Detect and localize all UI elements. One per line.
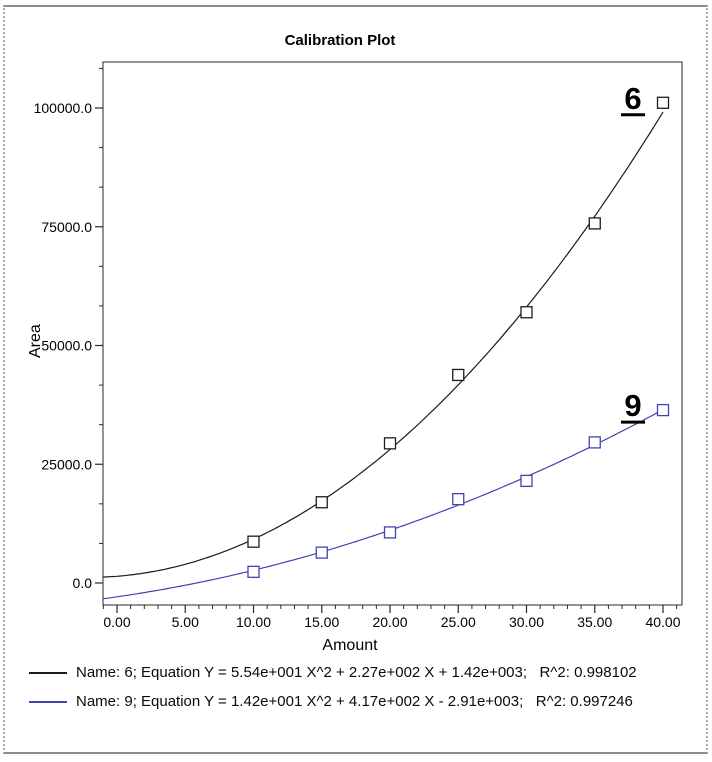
- y-tick-label: 50000.0: [41, 338, 92, 354]
- data-point-marker: [520, 306, 533, 319]
- x-tick-label: 30.00: [509, 614, 544, 630]
- x-tick-label: 35.00: [577, 614, 612, 630]
- series-line-swatch: [29, 700, 67, 703]
- x-tick-label: 0.00: [103, 614, 130, 630]
- series-end-label-6: 6: [624, 81, 641, 116]
- data-point-marker: [588, 217, 601, 230]
- data-point-marker: [588, 436, 601, 449]
- y-axis-label: Area: [27, 324, 44, 358]
- data-point-marker: [520, 474, 533, 488]
- data-point-marker: [452, 368, 465, 382]
- legend: Name: 6; Equation Y = 5.54e+001 X^2 + 2.…: [0, 658, 712, 716]
- x-tick-label: 5.00: [172, 614, 199, 630]
- calibration-chart: 0.00 5.00 10.00 15.00 20.00 25.00 30.00 35.00 40…: [34, 61, 683, 630]
- data-point-marker: [656, 403, 670, 417]
- x-tick-label: 20.00: [372, 614, 407, 630]
- data-point-marker: [315, 496, 328, 509]
- x-axis: 0.00 5.00 10.00 15.00 20.00 25.00 30.00 35.00 40…: [102, 605, 681, 630]
- series-6: 6: [103, 81, 670, 578]
- data-point-marker: [452, 493, 465, 506]
- data-point-marker: [247, 565, 260, 578]
- x-tick-label: 15.00: [304, 614, 339, 630]
- data-point-marker: [383, 437, 397, 450]
- y-tick-label: 100000.0: [34, 100, 93, 116]
- legend-label: Name: 9; Equation Y = 1.42e+001 X^2 + 4.…: [76, 693, 633, 710]
- y-tick-label: 75000.0: [41, 219, 92, 235]
- series-end-label-9: 9: [624, 388, 641, 423]
- legend-label: Name: 6; Equation Y = 5.54e+001 X^2 + 2.…: [76, 664, 637, 681]
- data-point-marker: [383, 526, 397, 539]
- x-axis-label: Amount: [322, 637, 378, 654]
- x-tick-label: 40.00: [645, 614, 680, 630]
- chart-title: Calibration Plot: [284, 32, 396, 49]
- legend-item: Name: 9; Equation Y = 1.42e+001 X^2 + 4.…: [0, 687, 712, 716]
- series-line-swatch: [29, 671, 67, 674]
- legend-item: Name: 6; Equation Y = 5.54e+001 X^2 + 2.…: [0, 658, 712, 687]
- y-axis: 0.0 25000.0 50000.0 75000.0 100000.0: [34, 67, 103, 591]
- x-tick-label: 10.00: [236, 614, 271, 630]
- data-point-marker: [315, 546, 328, 559]
- series-9-fit-curve: [103, 409, 664, 600]
- series-6-fit-curve: [103, 111, 664, 578]
- plot-border: [102, 61, 683, 606]
- y-tick-label: 25000.0: [41, 456, 92, 472]
- x-tick-label: 25.00: [441, 614, 476, 630]
- data-point-marker: [656, 96, 670, 109]
- series-9: 9: [103, 388, 670, 600]
- y-tick-label: 0.0: [73, 575, 93, 591]
- data-point-marker: [247, 535, 260, 548]
